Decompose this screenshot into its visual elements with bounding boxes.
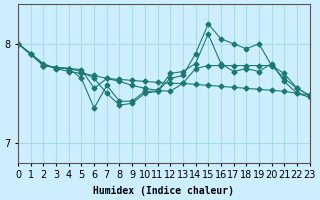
X-axis label: Humidex (Indice chaleur): Humidex (Indice chaleur) [93, 186, 234, 196]
